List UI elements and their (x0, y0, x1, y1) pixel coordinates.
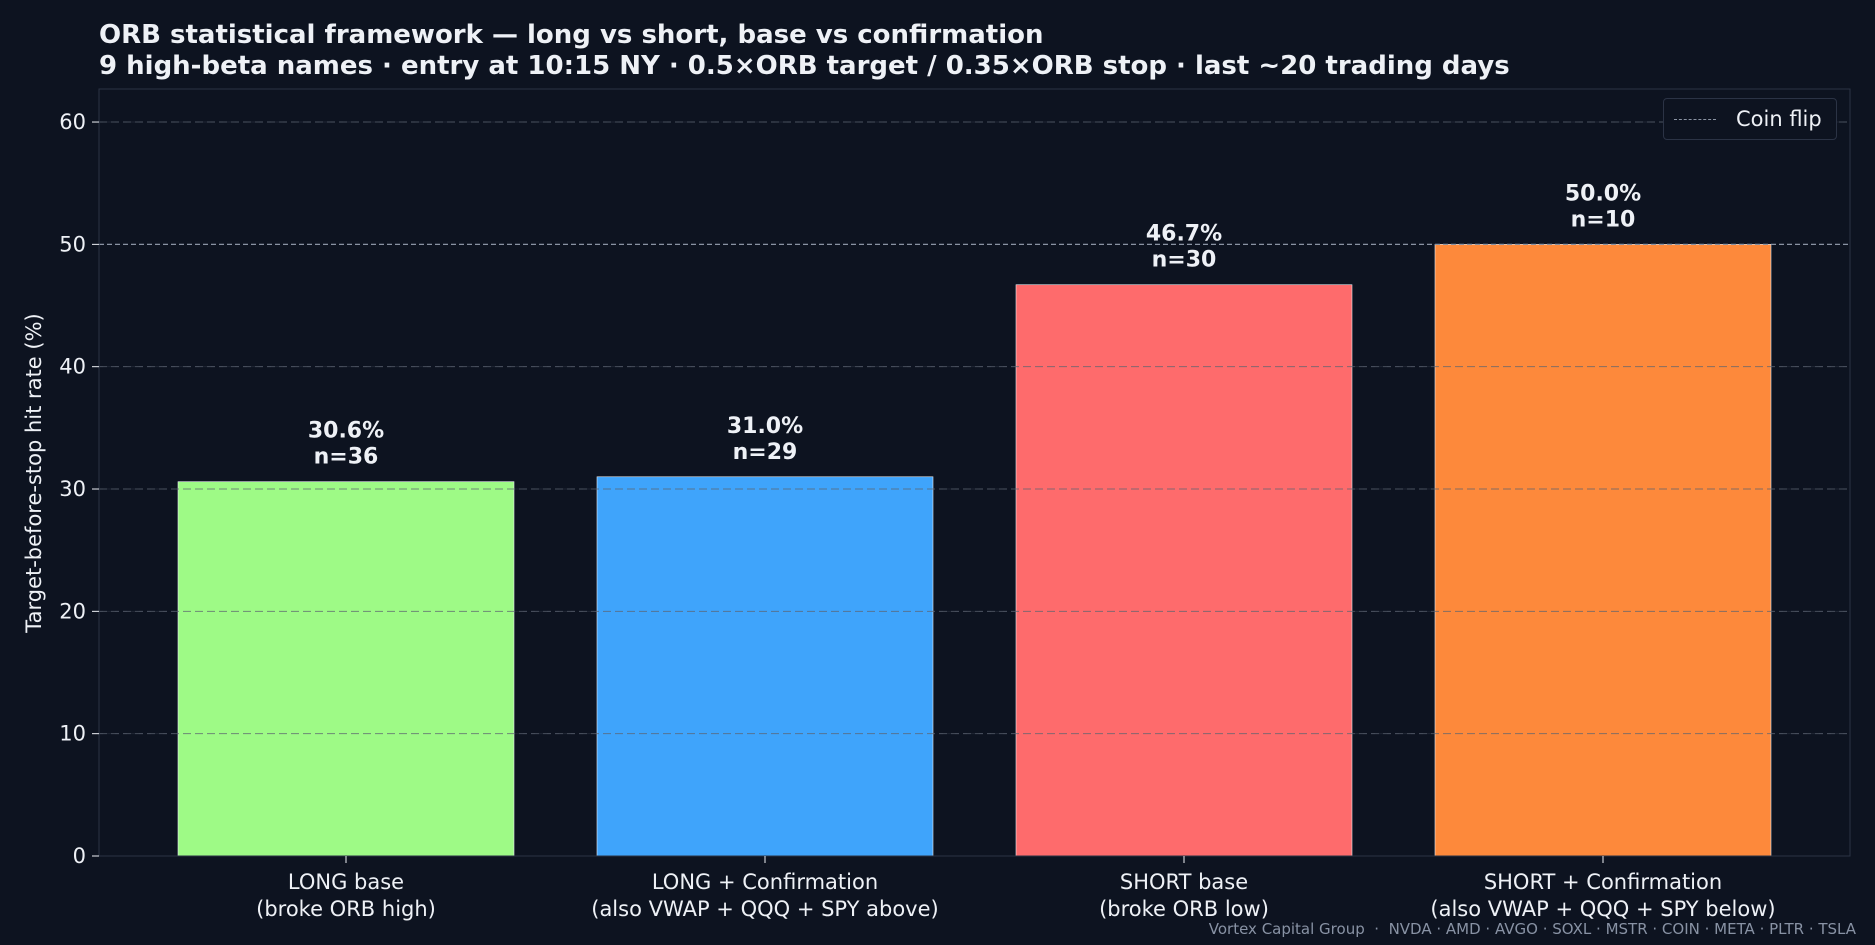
x-tick-label: LONG + Confirmation (652, 870, 878, 894)
legend: Coin flip (1663, 98, 1837, 140)
chart-subtitle: 9 high-beta names · entry at 10:15 NY · … (99, 51, 1510, 81)
label-layer: 0 10 20 30 40 50 60 LONG base (broke ORB high) 30… (59, 110, 1775, 921)
bar-value-label: 50.0% (1565, 181, 1641, 206)
bar (177, 481, 515, 857)
x-tick-label: (also VWAP + QQQ + SPY below) (1430, 897, 1775, 921)
axis-layer (92, 88, 1851, 863)
x-tick-label: SHORT base (1120, 870, 1248, 894)
bar-value-label: 46.7% (1146, 222, 1222, 247)
y-tick-label: 40 (59, 355, 86, 379)
chart-title: ORB statistical framework — long vs shor… (99, 20, 1044, 50)
x-tick-label: (broke ORB high) (256, 897, 436, 921)
bar-value-label: 30.6% (308, 419, 384, 444)
bar (1434, 244, 1772, 857)
legend-line-swatch (1674, 118, 1716, 120)
y-tick-label: 30 (59, 477, 86, 501)
x-tick-label: (broke ORB low) (1099, 897, 1269, 921)
axes-frame (98, 88, 1851, 857)
bar-layer (177, 244, 1772, 857)
bar (596, 476, 934, 857)
overlay-layer (99, 121, 1850, 735)
y-tick-label: 50 (59, 232, 86, 256)
bar-value-label: 31.0% (727, 414, 803, 439)
y-tick-label: 60 (59, 110, 86, 134)
bar-count-label: n=10 (1571, 207, 1636, 232)
y-axis-label: Target-before-stop hit rate (%) (22, 313, 46, 633)
x-tick-label: SHORT + Confirmation (1484, 870, 1722, 894)
bar-count-label: n=30 (1152, 248, 1217, 273)
x-tick-label: LONG base (288, 870, 404, 894)
y-tick-label: 0 (73, 844, 86, 868)
footer-note: Vortex Capital Group · NVDA · AMD · AVGO… (1208, 920, 1856, 938)
bar (1015, 284, 1353, 857)
bar-count-label: n=29 (733, 440, 798, 465)
x-tick-label: (also VWAP + QQQ + SPY above) (591, 897, 938, 921)
bar-count-label: n=36 (314, 445, 379, 470)
y-tick-label: 20 (59, 599, 86, 623)
legend-label: Coin flip (1736, 107, 1822, 131)
y-tick-label: 10 (59, 722, 86, 746)
